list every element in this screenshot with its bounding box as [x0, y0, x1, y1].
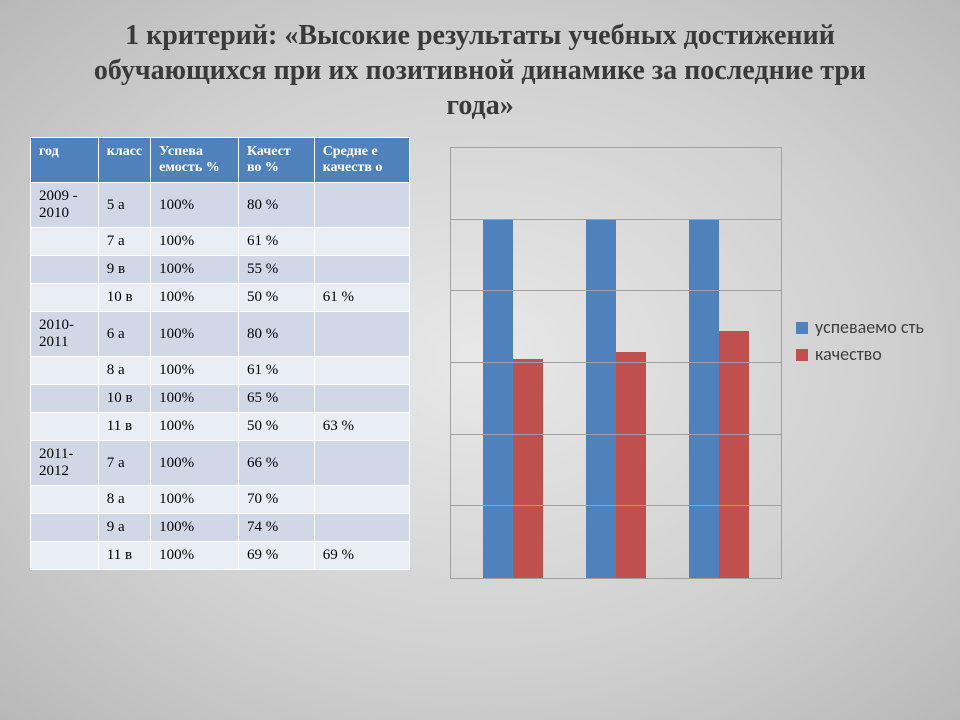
bar: [513, 359, 543, 578]
gridline: [451, 434, 781, 435]
table-row: 7 а100%61 %: [31, 228, 410, 256]
bar: [616, 352, 646, 578]
bar: [719, 331, 749, 578]
table-row: 11 в100%50 %63 %: [31, 413, 410, 441]
gridline: [451, 362, 781, 363]
legend-item: качество: [796, 344, 924, 365]
bar: [689, 220, 719, 578]
table-row: 2009 - 20105 а100%80 %: [31, 183, 410, 228]
col-perf: Успева емость %: [151, 138, 239, 183]
bar-groups: [451, 148, 781, 578]
chart-area: успеваемо сть качество: [450, 147, 924, 579]
bar-chart: [450, 147, 782, 579]
table-header-row: год класс Успева емость % Качест во % Ср…: [31, 138, 410, 183]
table-row: 8 а100%70 %: [31, 486, 410, 514]
table-row: 10 в100%65 %: [31, 385, 410, 413]
legend-swatch-icon: [796, 349, 808, 361]
chart-legend: успеваемо сть качество: [796, 317, 924, 579]
table-row: 8 а100%61 %: [31, 357, 410, 385]
col-quality: Качест во %: [238, 138, 314, 183]
col-avgq: Средне е качеств о: [314, 138, 409, 183]
legend-swatch-icon: [796, 322, 808, 334]
col-year: год: [31, 138, 99, 183]
slide-title: 1 критерий: «Высокие результаты учебных …: [70, 18, 890, 123]
legend-label: успеваемо сть: [815, 317, 924, 338]
legend-item: успеваемо сть: [796, 317, 924, 338]
table-row: 2010- 20116 а100%80 %: [31, 312, 410, 357]
legend-label: качество: [815, 344, 882, 365]
data-table: год класс Успева емость % Качест во % Ср…: [30, 137, 410, 570]
gridline: [451, 219, 781, 220]
table-row: 11 в100%69 %69 %: [31, 542, 410, 570]
table-row: 2011- 20127 а100%66 %: [31, 441, 410, 486]
col-class: класс: [98, 138, 150, 183]
gridline: [451, 290, 781, 291]
slide: 1 критерий: «Высокие результаты учебных …: [0, 0, 960, 720]
table-row: 9 в100%55 %: [31, 256, 410, 284]
table-row: 9 а100% 74 %: [31, 514, 410, 542]
bar: [586, 220, 616, 578]
bar-group: [483, 220, 543, 578]
content-row: год класс Успева емость % Качест во % Ср…: [30, 137, 930, 579]
table-body: 2009 - 20105 а100%80 % 7 а100%61 % 9 в10…: [31, 183, 410, 570]
bar-group: [586, 220, 646, 578]
gridline: [451, 505, 781, 506]
bar-group: [689, 220, 749, 578]
table-row: 10 в100%50 %61 %: [31, 284, 410, 312]
bar: [483, 220, 513, 578]
